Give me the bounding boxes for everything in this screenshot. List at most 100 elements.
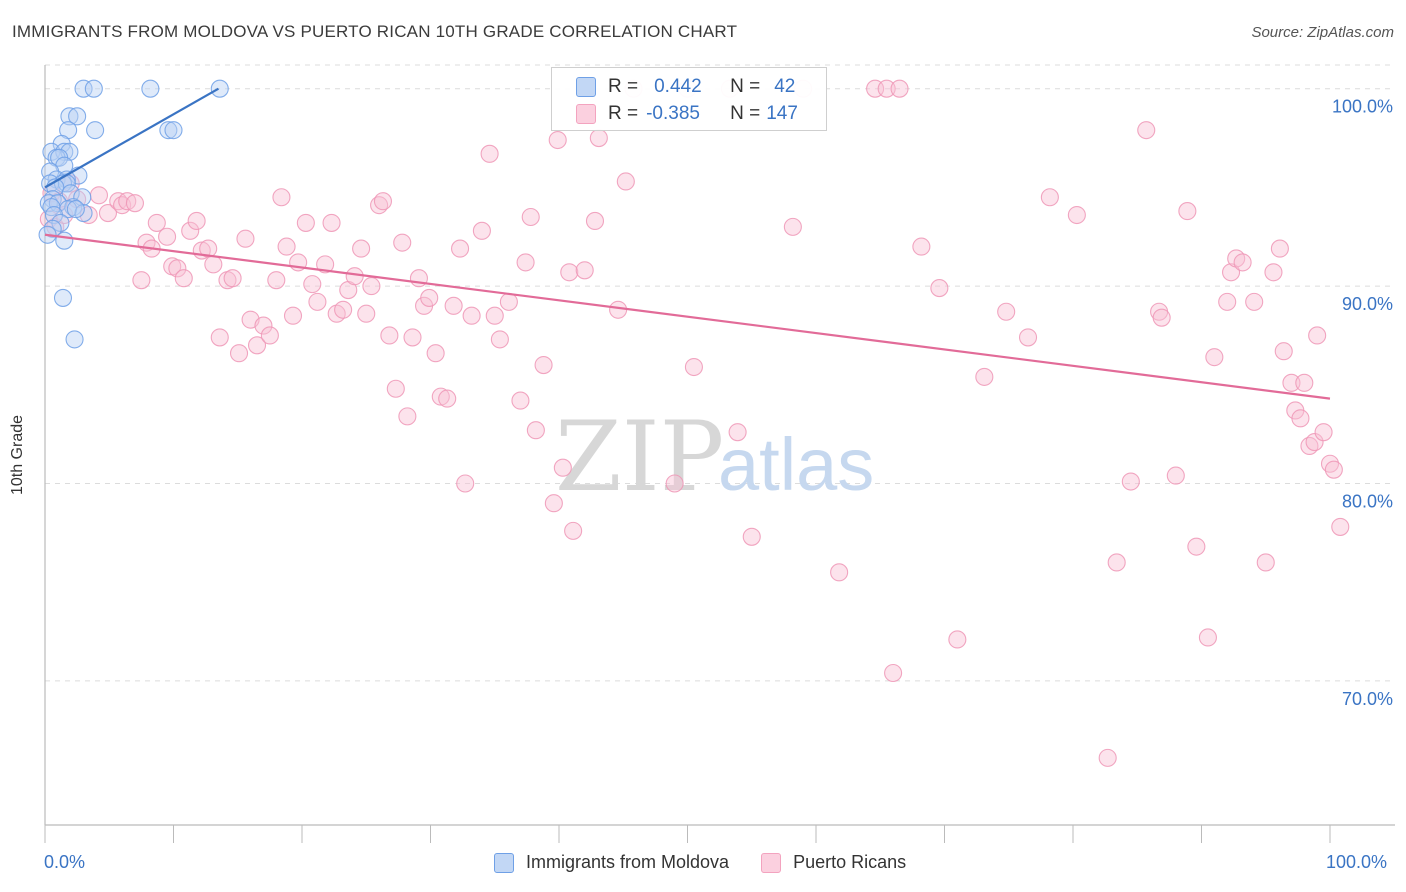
puerto-ricans-point-54	[373, 192, 393, 211]
puerto-ricans-point-104	[912, 237, 931, 256]
legend-swatch-moldova	[576, 77, 596, 97]
puerto-ricans-point-79	[534, 356, 553, 375]
y-tick-label-3: 70.0%	[1342, 689, 1393, 709]
stats-legend: R = 0.442 N = 42 R = -0.385 N = 147	[551, 67, 827, 131]
puerto-ricans-point-14	[132, 271, 151, 290]
puerto-ricans-point-112	[1098, 748, 1117, 767]
puerto-ricans-point-128	[1256, 553, 1275, 572]
puerto-ricans-point-129	[1264, 263, 1283, 282]
puerto-ricans-point-70	[472, 221, 491, 240]
legend-row-moldova: R = 0.442 N = 42	[576, 76, 795, 98]
puerto-ricans-point-85	[575, 261, 594, 280]
puerto-ricans-point-127	[1245, 292, 1264, 311]
puerto-ricans-point-121	[1198, 628, 1217, 647]
puerto-ricans-point-57	[393, 233, 412, 252]
n-label-1: N =	[730, 76, 761, 97]
puerto-ricans-point-108	[997, 302, 1016, 321]
moldova-point-4	[60, 107, 79, 126]
puerto-ricans-point-97	[783, 217, 802, 236]
puerto-ricans-point-120	[1187, 537, 1206, 556]
puerto-ricans-point-39	[283, 306, 303, 325]
puerto-ricans-point-65	[438, 389, 457, 408]
puerto-ricans-point-35	[260, 326, 279, 345]
puerto-ricans-point-135	[1295, 373, 1314, 392]
moldova-point-39	[55, 231, 74, 250]
puerto-ricans-point-99	[830, 563, 849, 582]
puerto-ricans-point-113	[1107, 553, 1126, 572]
legend-label-moldova: Immigrants from Moldova	[526, 852, 730, 872]
puerto-ricans-point-64	[431, 387, 450, 406]
puerto-ricans-point-78	[526, 421, 545, 440]
puerto-ricans-point-93	[684, 357, 703, 377]
moldova-point-7	[86, 121, 105, 140]
puerto-ricans-point-30	[229, 344, 249, 363]
puerto-ricans-point-29	[223, 269, 242, 288]
puerto-ricans-point-44	[316, 255, 335, 274]
puerto-ricans-point-12	[118, 192, 137, 211]
puerto-ricans-point-88	[609, 300, 628, 319]
puerto-ricans-point-67	[451, 239, 470, 258]
legend-swatch-puerto-ricans	[576, 104, 596, 124]
puerto-ricans-point-69	[462, 306, 481, 325]
puerto-ricans-point-22	[181, 221, 200, 240]
puerto-ricans-point-134	[1291, 409, 1310, 428]
puerto-ricans-point-45	[322, 213, 341, 232]
puerto-ricans-point-86	[585, 211, 605, 230]
puerto-ricans-point-41	[296, 213, 315, 232]
puerto-ricans-point-27	[210, 328, 229, 347]
puerto-ricans-point-63	[426, 344, 445, 363]
puerto-ricans-point-110	[1040, 188, 1059, 207]
puerto-ricans-point-106	[948, 630, 967, 649]
puerto-ricans-point-43	[308, 292, 327, 311]
moldova-trend-line	[44, 87, 220, 189]
puerto-ricans-point-119	[1178, 202, 1197, 221]
r-label-2: R =	[608, 103, 639, 124]
puerto-ricans-point-75	[511, 391, 530, 410]
moldova-points	[38, 79, 229, 349]
moldova-point-41	[65, 330, 84, 349]
puerto-ricans-point-132	[1282, 373, 1301, 392]
puerto-ricans-point-118	[1166, 466, 1185, 485]
puerto-ricans-point-114	[1121, 472, 1140, 491]
puerto-ricans-point-56	[386, 379, 405, 398]
puerto-ricans-point-115	[1137, 121, 1156, 140]
puerto-ricans-point-71	[480, 144, 499, 163]
series-legend: Immigrants from Moldova Puerto Ricans	[494, 852, 938, 873]
puerto-ricans-point-138	[1308, 326, 1327, 345]
y-tick-labels: 100.0% 90.0% 80.0% 70.0%	[1332, 97, 1393, 709]
puerto-ricans-point-123	[1218, 292, 1237, 311]
moldova-point-5	[68, 107, 87, 126]
puerto-ricans-point-77	[521, 207, 540, 227]
x-tick-min: 0.0%	[44, 852, 86, 872]
puerto-ricans-point-130	[1270, 239, 1289, 258]
watermark: ZIP atlas	[555, 401, 874, 513]
puerto-ricans-point-34	[254, 316, 273, 335]
puerto-ricans-point-33	[247, 336, 267, 355]
moldova-point-3	[210, 79, 229, 98]
puerto-ricans-point-137	[1305, 432, 1324, 452]
puerto-ricans-point-80	[548, 130, 567, 150]
puerto-ricans-point-142	[1331, 517, 1350, 536]
watermark-zip: ZIP	[555, 401, 724, 513]
puerto-ricans-point-8	[89, 186, 109, 205]
puerto-ricans-point-95	[728, 423, 747, 442]
puerto-ricans-point-72	[485, 306, 504, 325]
puerto-ricans-point-68	[456, 474, 475, 493]
puerto-ricans-point-49	[345, 267, 364, 286]
puerto-ricans-trend-line	[44, 233, 1331, 400]
puerto-ricans-point-82	[553, 458, 572, 477]
puerto-ricans-points	[39, 79, 1350, 767]
r-value-1: 0.442	[654, 76, 702, 97]
puerto-ricans-point-9	[98, 204, 118, 223]
y-tick-label-2: 80.0%	[1342, 491, 1393, 511]
source-label: Source: ZipAtlas.com	[1251, 24, 1394, 41]
puerto-ricans-point-122	[1205, 348, 1224, 367]
grid-lines	[45, 64, 1395, 682]
n-label-2: N =	[730, 103, 761, 124]
moldova-point-40	[53, 288, 73, 307]
puerto-ricans-point-102	[884, 663, 903, 683]
moldova-point-37	[43, 219, 62, 238]
x-tick-max: 100.0%	[1326, 852, 1388, 872]
puerto-ricans-point-13	[125, 194, 144, 213]
